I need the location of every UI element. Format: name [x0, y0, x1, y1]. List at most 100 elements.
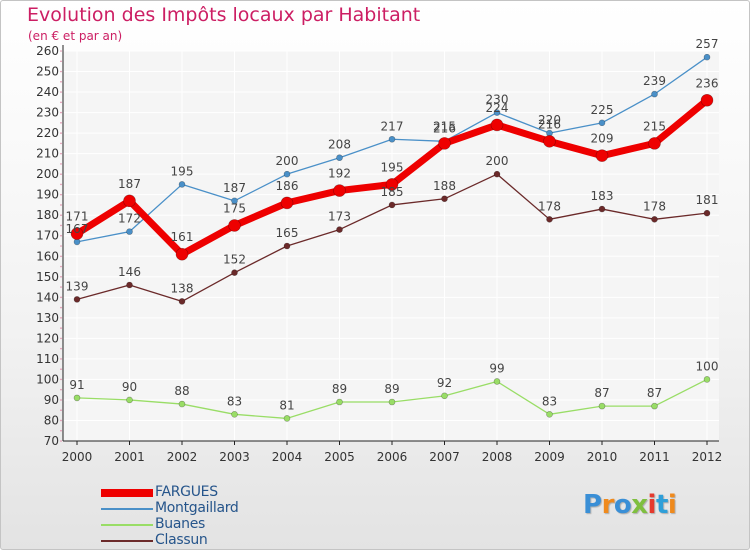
legend-label: Classun — [155, 532, 208, 548]
data-label-classun: 165 — [276, 226, 299, 240]
x-tick-label: 2012 — [692, 450, 723, 464]
data-point-classun — [493, 170, 501, 178]
data-label-classun: 152 — [223, 253, 246, 267]
data-label-classun: 183 — [591, 189, 614, 203]
legend-label: FARGUES — [155, 484, 218, 500]
x-tick-label: 2011 — [639, 450, 670, 464]
legend-swatch — [101, 524, 153, 526]
data-label-classun: 138 — [171, 281, 194, 295]
data-label-classun: 185 — [381, 185, 404, 199]
logo-letter: x — [631, 490, 648, 520]
legend-label: Buanes — [155, 516, 206, 532]
y-minor-tick — [60, 50, 62, 52]
chart-title: Evolution des Impôts locaux par Habitant — [27, 4, 421, 26]
logo-letter: o — [613, 490, 632, 520]
data-label-buanes: 100 — [696, 359, 719, 373]
y-minor-tick — [60, 163, 62, 165]
y-minor-tick — [60, 378, 62, 381]
data-point-buanes — [283, 415, 291, 422]
data-label-classun: 188 — [433, 179, 456, 193]
y-minor-tick — [60, 368, 62, 370]
y-tick-label: 260 — [36, 44, 59, 58]
y-minor-tick — [60, 70, 62, 73]
y-minor-tick — [60, 183, 62, 186]
data-point-montgaillard — [283, 170, 291, 178]
y-minor-tick — [60, 327, 62, 329]
data-point-fargues — [70, 227, 84, 240]
data-label-buanes: 99 — [489, 361, 504, 375]
data-point-classun — [126, 281, 133, 289]
logo-letter: i — [647, 490, 657, 520]
y-tick-label: 250 — [36, 65, 59, 79]
y-tick-label: 230 — [36, 106, 59, 120]
data-label-classun: 178 — [643, 199, 666, 213]
data-point-buanes — [388, 398, 396, 406]
y-minor-tick — [60, 358, 62, 360]
legend-label: Montgaillard — [155, 500, 239, 516]
y-minor-tick — [60, 91, 62, 93]
y-tick-label: 220 — [36, 126, 59, 140]
y-minor-tick — [60, 111, 62, 114]
data-label-montgaillard: 216 — [433, 121, 456, 135]
data-point-fargues — [123, 194, 136, 208]
data-label-buanes: 91 — [69, 378, 84, 392]
y-tick-label: 240 — [36, 85, 59, 99]
y-tick-label: 200 — [36, 167, 59, 181]
chart-subtitle: (en € et par an) — [28, 29, 123, 43]
data-label-montgaillard: 195 — [171, 164, 194, 178]
data-label-buanes: 81 — [279, 398, 294, 412]
data-point-buanes — [441, 392, 448, 400]
data-label-montgaillard: 200 — [276, 154, 299, 168]
y-minor-tick — [60, 337, 62, 340]
data-point-buanes — [546, 411, 553, 418]
y-minor-tick — [60, 265, 62, 268]
data-label-fargues: 215 — [643, 119, 666, 133]
data-point-fargues — [490, 118, 504, 132]
x-tick-label: 2009 — [534, 450, 565, 464]
data-label-buanes: 92 — [437, 376, 452, 390]
data-label-fargues: 161 — [171, 230, 194, 244]
y-minor-tick — [60, 193, 62, 196]
y-minor-tick — [60, 122, 62, 124]
legend-swatch — [101, 508, 153, 510]
x-tick-label: 2003 — [219, 450, 250, 464]
data-label-montgaillard: 225 — [591, 103, 614, 117]
logo-letter: t — [655, 490, 668, 520]
data-label-fargues: 209 — [591, 132, 614, 146]
data-point-buanes — [703, 376, 711, 383]
data-point-buanes — [126, 396, 133, 404]
data-point-classun — [73, 296, 81, 303]
data-point-montgaillard — [126, 228, 133, 235]
data-label-classun: 173 — [328, 210, 351, 224]
data-point-classun — [178, 298, 186, 305]
y-tick-label: 70 — [44, 434, 59, 448]
data-point-fargues — [175, 247, 189, 261]
data-label-buanes: 90 — [122, 380, 137, 394]
legend-swatch — [101, 489, 153, 497]
data-label-buanes: 83 — [227, 394, 242, 408]
logo-letter: r — [601, 490, 615, 520]
y-tick-label: 120 — [36, 331, 59, 345]
y-minor-tick — [60, 419, 62, 422]
data-point-montgaillard — [651, 90, 658, 98]
y-tick-label: 140 — [36, 290, 59, 304]
data-point-classun — [546, 216, 553, 223]
data-point-buanes — [231, 411, 238, 418]
y-minor-tick — [60, 275, 62, 278]
y-minor-tick — [60, 152, 62, 155]
legend-swatch — [101, 540, 153, 542]
data-point-fargues — [438, 137, 451, 150]
data-point-fargues — [333, 184, 346, 197]
data-point-buanes — [178, 400, 186, 408]
data-label-buanes: 89 — [384, 382, 399, 396]
y-minor-tick — [60, 80, 62, 83]
y-tick-label: 190 — [36, 188, 59, 202]
data-label-classun: 181 — [696, 193, 719, 207]
data-point-montgaillard — [703, 53, 711, 61]
data-point-classun — [336, 226, 343, 233]
y-minor-tick — [60, 388, 62, 391]
y-tick-label: 80 — [44, 413, 59, 427]
y-minor-tick — [60, 142, 62, 145]
x-tick-label: 2000 — [62, 450, 93, 464]
y-minor-tick — [60, 132, 62, 134]
